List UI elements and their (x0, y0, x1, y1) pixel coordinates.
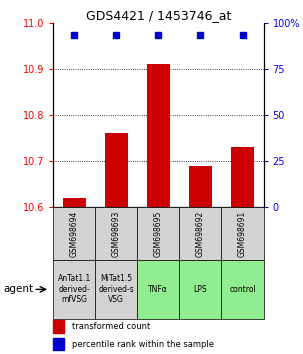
Text: GSM698691: GSM698691 (238, 211, 247, 257)
Text: control: control (229, 285, 256, 294)
Bar (179, 207, 221, 260)
Bar (137, 207, 179, 260)
Bar (53, 320, 64, 333)
Text: percentile rank within the sample: percentile rank within the sample (72, 340, 214, 349)
Bar (221, 260, 264, 319)
Text: LPS: LPS (194, 285, 207, 294)
Bar (95, 260, 137, 319)
Bar (231, 147, 254, 207)
Bar (53, 207, 95, 260)
Text: GSM698693: GSM698693 (112, 210, 121, 257)
Bar (53, 260, 95, 319)
Text: transformed count: transformed count (72, 322, 150, 331)
Bar (105, 133, 128, 207)
Title: GDS4421 / 1453746_at: GDS4421 / 1453746_at (86, 9, 231, 22)
Text: agent: agent (3, 284, 33, 295)
Bar (221, 207, 264, 260)
Text: AnTat1.1
derived-
mfVSG: AnTat1.1 derived- mfVSG (58, 274, 91, 304)
Bar (53, 338, 64, 350)
Text: TNFα: TNFα (148, 285, 168, 294)
Text: MiTat1.5
derived-s
VSG: MiTat1.5 derived-s VSG (98, 274, 134, 304)
Text: GSM698692: GSM698692 (196, 211, 205, 257)
Bar (179, 260, 221, 319)
Bar (147, 64, 170, 207)
Bar (189, 166, 212, 207)
Bar (62, 198, 86, 207)
Text: GSM698694: GSM698694 (70, 210, 78, 257)
Text: GSM698695: GSM698695 (154, 210, 163, 257)
Bar (95, 207, 137, 260)
Bar (137, 260, 179, 319)
